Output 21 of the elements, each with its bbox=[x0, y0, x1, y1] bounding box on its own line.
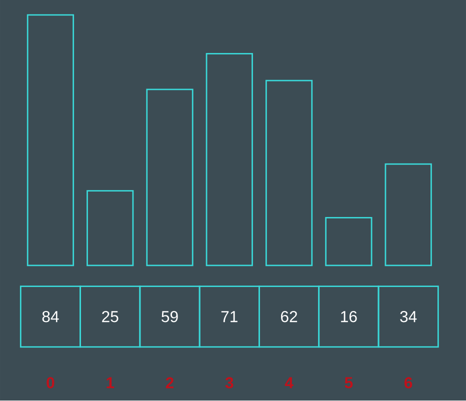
data-label: 25 bbox=[102, 311, 118, 322]
bar bbox=[206, 53, 253, 266]
bar bbox=[146, 88, 194, 266]
data-label: 34 bbox=[400, 311, 417, 322]
data-label: 84 bbox=[42, 311, 59, 322]
x-tick-label: 5 bbox=[344, 377, 353, 388]
x-tick-label: 3 bbox=[225, 377, 234, 389]
data-label: 62 bbox=[281, 311, 298, 322]
x-tick-label: 0 bbox=[46, 377, 54, 389]
x-tick-label: 4 bbox=[284, 377, 294, 388]
bar bbox=[26, 14, 74, 266]
bar bbox=[265, 80, 313, 266]
bar bbox=[384, 164, 432, 266]
data-label: 59 bbox=[162, 311, 178, 322]
bar bbox=[86, 190, 134, 266]
x-tick-label: 6 bbox=[404, 377, 412, 389]
bar bbox=[325, 217, 372, 266]
data-label: 16 bbox=[341, 311, 357, 322]
x-tick-label: 2 bbox=[166, 377, 174, 388]
x-tick-label: 1 bbox=[106, 377, 114, 388]
data-label: 71 bbox=[221, 311, 238, 322]
